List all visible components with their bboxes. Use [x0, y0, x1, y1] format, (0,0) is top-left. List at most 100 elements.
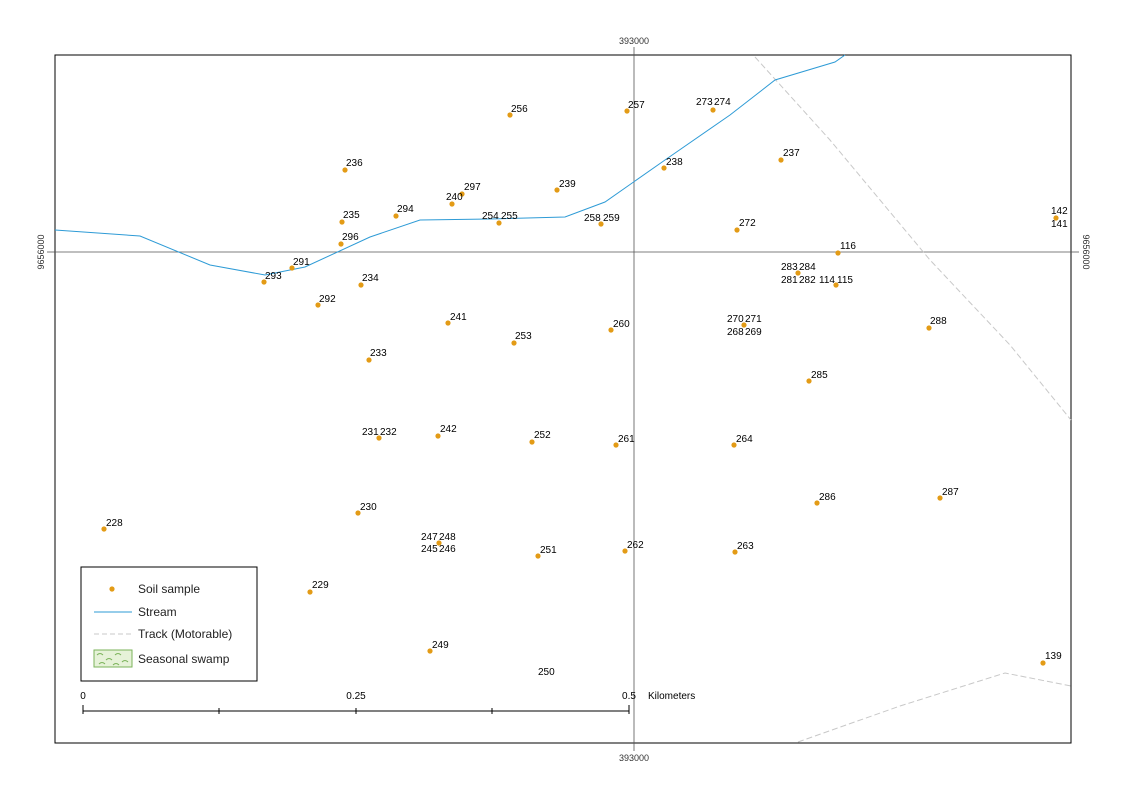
sample-point — [535, 553, 541, 559]
track-line — [754, 56, 1072, 421]
sample-label: 284 — [799, 262, 816, 273]
sample-point — [598, 221, 604, 227]
sample-label: 235 — [343, 210, 360, 221]
sample-label: 272 — [739, 218, 756, 229]
sample-label: 287 — [942, 487, 959, 498]
sample-label: 249 — [432, 640, 449, 651]
sample-point — [622, 548, 628, 554]
sample-point — [554, 187, 560, 193]
legend-label-track: Track (Motorable) — [138, 627, 232, 641]
northing-label-right: 9656000 — [1081, 234, 1091, 269]
sample-label: 283 — [781, 262, 798, 273]
sample-point — [355, 510, 361, 516]
sample-point — [459, 191, 465, 197]
sample-point — [1040, 660, 1046, 666]
sample-point — [529, 439, 535, 445]
sample-label: 240 — [446, 192, 463, 203]
sample-point — [435, 433, 441, 439]
sample-label: 239 — [559, 179, 576, 190]
easting-label-bottom: 393000 — [619, 753, 649, 763]
sample-label: 141 — [1051, 219, 1068, 230]
sample-labels: 256 257 273 274 237 238 236 239 297 240 … — [106, 97, 1068, 678]
sample-label: 254 — [482, 211, 499, 222]
sample-label: 253 — [515, 331, 532, 342]
sample-label: 260 — [613, 319, 630, 330]
sample-point — [511, 340, 517, 346]
legend-label-sample: Soil sample — [138, 582, 200, 596]
sample-point — [814, 500, 820, 506]
sample-point — [376, 435, 382, 441]
sample-point — [926, 325, 932, 331]
sample-label: 261 — [618, 434, 635, 445]
sample-point — [806, 378, 812, 384]
sample-point — [289, 265, 295, 271]
sample-point — [393, 213, 399, 219]
sample-point — [338, 241, 344, 247]
sample-label: 258 — [584, 213, 601, 224]
sample-label: 242 — [440, 424, 457, 435]
sample-label: 234 — [362, 273, 379, 284]
sample-point — [339, 219, 345, 225]
sample-label: 259 — [603, 213, 620, 224]
sample-point — [835, 250, 841, 256]
sample-point — [101, 526, 107, 532]
sample-point — [445, 320, 451, 326]
sample-label: 293 — [265, 271, 282, 282]
sample-label: 292 — [319, 294, 336, 305]
sample-label: 237 — [783, 148, 800, 159]
soil-samples — [101, 107, 1059, 666]
sample-point — [507, 112, 513, 118]
sample-point — [261, 279, 267, 285]
sample-label: 230 — [360, 502, 377, 513]
scale-label-end: 0.5 — [622, 691, 636, 702]
sample-point — [315, 302, 321, 308]
sample-point — [307, 589, 313, 595]
sample-point — [624, 108, 630, 114]
sample-label: 238 — [666, 157, 683, 168]
sample-label: 250 — [538, 667, 555, 678]
legend-swamp-icon — [93, 649, 133, 668]
legend: Soil sample Stream Track (Motorable) Sea… — [80, 566, 258, 682]
scale-bar: 0 0.25 0.5 Kilometers — [80, 691, 695, 714]
sample-point — [710, 107, 716, 113]
sample-point — [661, 165, 667, 171]
sample-label: 273 — [696, 97, 713, 108]
sample-label: 232 — [380, 427, 397, 438]
sample-point — [342, 167, 348, 173]
sample-point — [496, 220, 502, 226]
sample-point — [449, 201, 455, 207]
sample-label: 264 — [736, 434, 753, 445]
northing-label-left: 9656000 — [36, 234, 46, 269]
sample-point — [436, 540, 442, 546]
sample-label: 294 — [397, 204, 414, 215]
sample-point — [608, 327, 614, 333]
sample-label: 282 — [799, 275, 816, 286]
legend-label-swamp: Seasonal swamp — [138, 652, 230, 666]
sample-label: 233 — [370, 348, 387, 359]
sample-label: 286 — [819, 492, 836, 503]
sample-label: 252 — [534, 430, 551, 441]
sample-point — [778, 157, 784, 163]
sample-label: 262 — [627, 540, 644, 551]
sample-label: 231 — [362, 427, 379, 438]
sample-label: 271 — [745, 314, 762, 325]
sample-label: 274 — [714, 97, 731, 108]
sample-label: 263 — [737, 541, 754, 552]
sample-point — [427, 648, 433, 654]
sample-label: 241 — [450, 312, 467, 323]
sample-label: 114 — [819, 275, 835, 286]
sample-label: 236 — [346, 158, 363, 169]
sample-label: 268 — [727, 327, 744, 338]
sample-point — [795, 270, 801, 276]
sample-label: 115 — [837, 275, 853, 286]
sample-label: 257 — [628, 100, 645, 111]
sample-point — [741, 322, 747, 328]
sample-label: 251 — [540, 545, 557, 556]
sample-point — [833, 282, 839, 288]
sample-point — [366, 357, 372, 363]
sample-point — [937, 495, 943, 501]
sample-label: 270 — [727, 314, 744, 325]
sample-label: 116 — [840, 241, 856, 252]
sample-point — [734, 227, 740, 233]
